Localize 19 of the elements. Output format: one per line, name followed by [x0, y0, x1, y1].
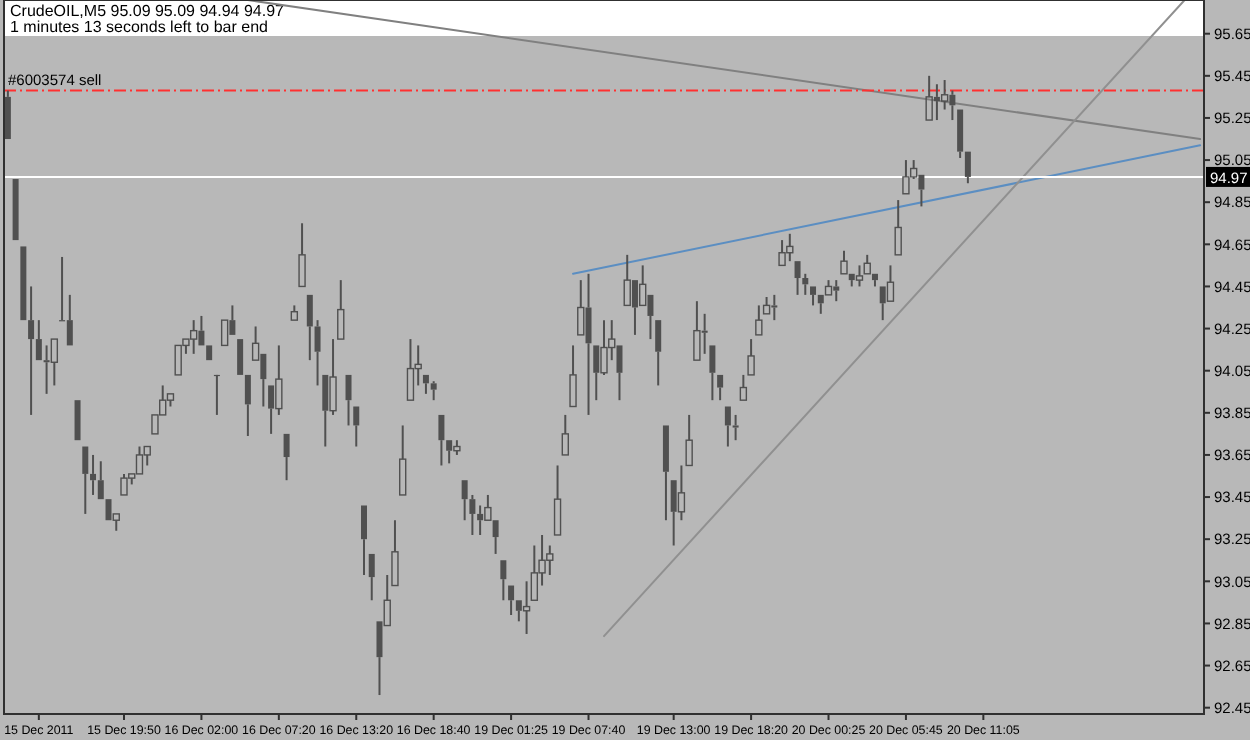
candlestick: [275, 344, 283, 416]
candlestick: [189, 319, 198, 355]
candlestick: [43, 344, 50, 395]
candlestick: [90, 453, 97, 496]
candlestick: [585, 272, 592, 416]
candlestick: [28, 285, 35, 416]
candlestick: [600, 319, 608, 376]
candlestick: [430, 380, 437, 402]
candlestick: [833, 279, 840, 303]
candlestick: [477, 504, 484, 536]
candlestick: [732, 413, 739, 442]
candlestick: [771, 293, 778, 322]
candlestick: [949, 89, 956, 122]
candlestick: [522, 580, 531, 635]
chart-title: CrudeOIL,M5 95.09 95.09 94.94 94.97: [10, 2, 286, 20]
text: 1 minutes 13 seconds left to bar end: [10, 18, 268, 36]
candlestick: [933, 83, 940, 122]
candlestick: [786, 232, 794, 263]
candlestick: [453, 439, 461, 456]
